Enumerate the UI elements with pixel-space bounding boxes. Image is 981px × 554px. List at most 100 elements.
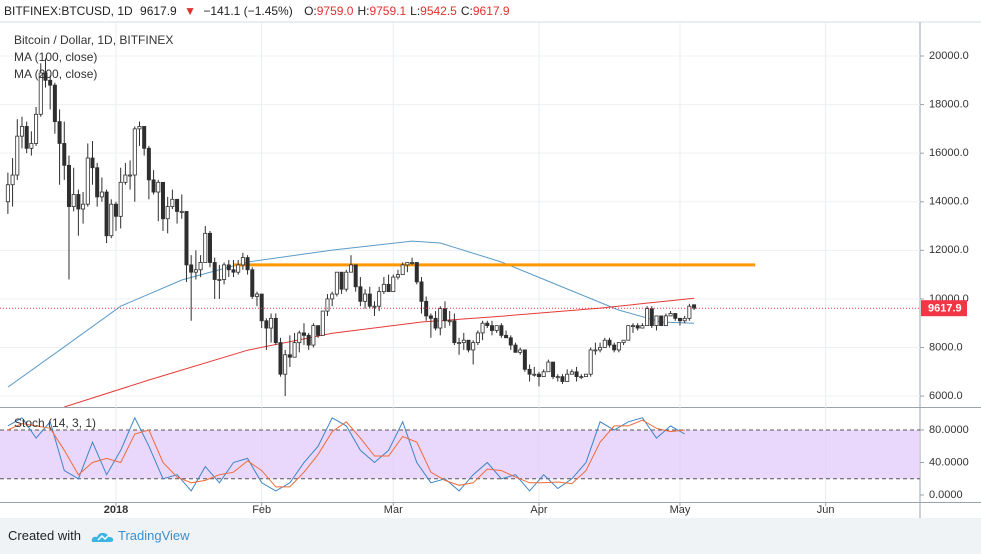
candle-body: [231, 269, 236, 273]
candle-body: [212, 262, 217, 280]
candle-body: [250, 269, 255, 297]
candle-body: [287, 354, 292, 358]
candle-body: [353, 264, 358, 288]
chart: 6000.08000.010000.012000.014000.016000.0…: [0, 21, 981, 518]
axes: 6000.08000.010000.012000.014000.016000.0…: [104, 50, 969, 516]
candle-body: [673, 313, 678, 319]
stoch-pane: [0, 416, 920, 492]
candle-body: [10, 174, 15, 186]
ohlc-value: 9542.5: [420, 4, 457, 18]
candle-body: [269, 317, 274, 329]
candle-body: [687, 305, 692, 319]
candle-body: [381, 283, 386, 293]
candle-body: [184, 211, 189, 266]
y-tick-label: 0.0000: [929, 489, 963, 501]
candle-body: [546, 361, 551, 373]
candle-body: [151, 179, 156, 193]
candle-body: [616, 342, 621, 351]
candle-body: [128, 174, 133, 177]
candle-body: [518, 349, 523, 353]
candle-body: [372, 305, 377, 308]
candle-body: [649, 308, 654, 327]
candle-body: [306, 334, 311, 346]
candle-body: [560, 376, 565, 382]
x-tick-label: May: [670, 504, 691, 516]
candle-body: [203, 232, 208, 263]
candle-body: [316, 325, 321, 336]
candle-body: [132, 128, 137, 176]
candle-body: [692, 304, 697, 309]
candle-body: [499, 325, 504, 336]
candle-body: [334, 271, 339, 295]
candle-body: [66, 164, 71, 208]
ohlc-label: C:: [460, 4, 473, 18]
header: BITFINEX:BTCUSD, 1D 9617.9 ▼ −141.1 (−1.…: [0, 0, 981, 22]
candle-body: [85, 157, 90, 205]
candle-body: [226, 264, 231, 271]
candle-body: [81, 203, 86, 210]
candle-body: [654, 315, 659, 327]
y-tick-label: 20000.0: [929, 50, 969, 62]
candle-body: [348, 264, 353, 273]
ohlc-label: O:: [304, 4, 317, 18]
last-price-label: 9617.9: [928, 303, 962, 315]
candle-body: [668, 313, 673, 317]
candle-body: [236, 264, 241, 273]
candle-body: [207, 232, 212, 263]
candle-body: [447, 320, 452, 323]
candle-body: [405, 262, 410, 266]
candle-body: [325, 298, 330, 312]
candle-body: [565, 373, 570, 382]
candle-body: [386, 283, 391, 293]
candle-body: [466, 339, 471, 351]
candle-body: [292, 342, 297, 358]
candle-body: [358, 286, 363, 302]
y-tick-label: 8000.0: [929, 341, 963, 353]
x-tick-label: Mar: [384, 504, 403, 516]
candle-body: [569, 371, 574, 375]
candle-body: [480, 322, 485, 334]
line: [7, 416, 685, 492]
change: −141.1 (−1.45%): [203, 4, 293, 18]
candle-body: [344, 271, 349, 290]
candle-body: [621, 339, 626, 344]
candle-body: [475, 332, 480, 344]
candle-body: [339, 271, 344, 290]
candle-body: [297, 332, 302, 344]
legend: Bitcoin / Dollar, 1D, BITFINEX MA (100, …: [14, 33, 173, 430]
candle-body: [551, 361, 556, 378]
price: 9617.9: [140, 4, 177, 18]
candle-body: [189, 264, 194, 273]
candle-body: [607, 339, 612, 346]
candle-body: [457, 342, 462, 345]
candle-body: [179, 211, 184, 213]
price-pane: [0, 55, 920, 407]
candle-body: [264, 320, 269, 329]
candle-body: [433, 317, 438, 329]
candle-body: [395, 274, 400, 278]
candle-body: [301, 332, 306, 336]
candle-body: [461, 339, 466, 344]
y-tick-label: 14000.0: [929, 196, 969, 208]
candle-body: [428, 315, 433, 319]
candle-body: [118, 181, 123, 217]
candle-body: [579, 376, 584, 379]
candle-body: [602, 339, 607, 348]
candle-body: [137, 126, 142, 130]
candle-body: [630, 325, 635, 328]
candle-body: [522, 349, 527, 370]
y-tick-label: 16000.0: [929, 147, 969, 159]
candle-body: [52, 84, 57, 122]
candle-body: [222, 264, 227, 280]
x-tick-label: 2018: [104, 504, 128, 516]
candle-body: [245, 257, 250, 271]
candle-body: [391, 276, 396, 293]
candle-body: [536, 373, 541, 378]
candle-body: [283, 354, 288, 375]
candle-body: [95, 167, 100, 198]
candle-body: [583, 373, 588, 378]
ohlc-label: H:: [357, 4, 370, 18]
candles: [5, 58, 697, 397]
candle-body: [532, 373, 537, 376]
candle-body: [400, 264, 405, 276]
